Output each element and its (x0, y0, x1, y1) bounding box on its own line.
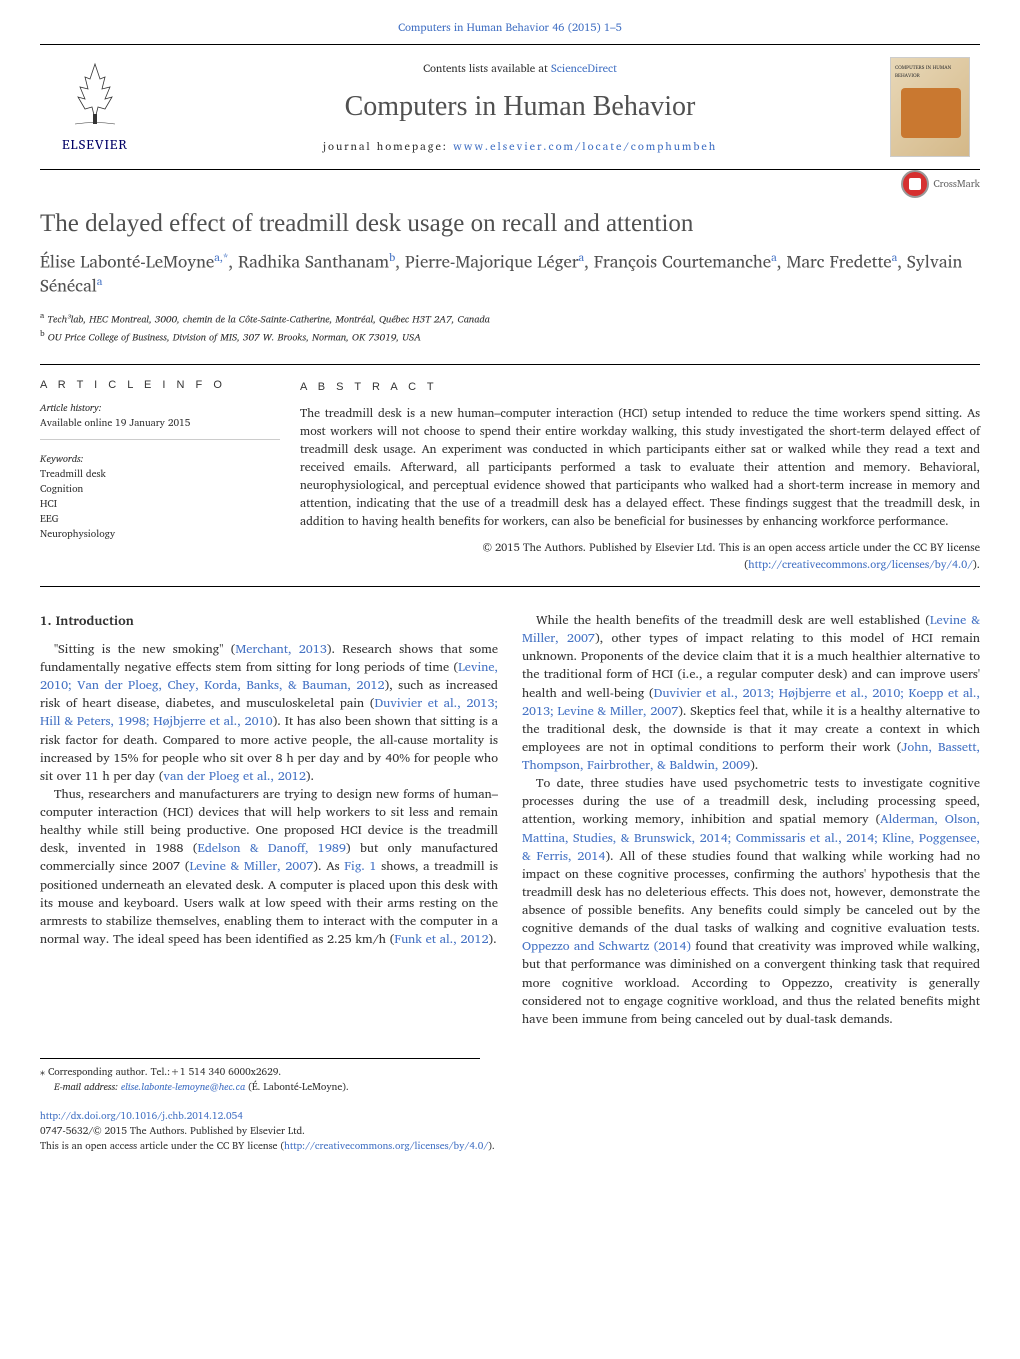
author-5: , Marc Fredette (777, 249, 892, 276)
email-label: E-mail address: (54, 1079, 121, 1095)
copyright: © 2015 The Authors. Published by Elsevie… (300, 539, 980, 572)
history-value: Available online 19 January 2015 (40, 416, 280, 431)
author-2: , Radhika Santhanam (228, 249, 389, 276)
homepage-prefix: journal homepage: (323, 137, 453, 155)
kw-1: Treadmill desk (40, 467, 280, 482)
elsevier-logo: ELSEVIER (40, 59, 150, 155)
author-1: Élise Labonté-LeMoyne (40, 249, 214, 276)
crossmark-label: CrossMark (933, 176, 980, 192)
journal-homepage: journal homepage: www.elsevier.com/locat… (150, 137, 890, 155)
ref-edelson[interactable]: Edelson & Danoff, 1989 (197, 838, 345, 858)
journal-center: Contents lists available at ScienceDirec… (150, 59, 890, 155)
ref-vanderploeg[interactable]: van der Ploeg et al., 2012 (163, 766, 305, 786)
copyright-suffix: ). (973, 555, 980, 573)
column-right: While the health benefits of the treadmi… (522, 611, 980, 1028)
kw-3: HCI (40, 497, 280, 512)
corresp-marker: ⁎ (40, 1064, 48, 1080)
p3a: While the health benefits of the treadmi… (536, 610, 930, 630)
author-3: , Pierre-Majorique Léger (395, 249, 578, 276)
ref-funk[interactable]: Funk et al., 2012 (394, 929, 488, 949)
kw-5: Neurophysiology (40, 527, 280, 542)
aff-b-sup: b (40, 326, 45, 340)
ref-oppezzo[interactable]: Oppezzo and Schwartz (2014) (522, 936, 691, 956)
license-suffix: ). (488, 1138, 495, 1154)
author-4: , François Courtemanche (584, 249, 771, 276)
ref-levine2007[interactable]: Levine & Miller, 2007 (190, 856, 314, 876)
abstract: A B S T R A C T The treadmill desk is a … (300, 379, 980, 573)
elsevier-tree-icon (60, 59, 130, 129)
email-link[interactable]: elise.labonte-lemoyne@hec.ca (121, 1079, 245, 1095)
corresp-text: Corresponding author. Tel.:+1 514 340 60… (48, 1064, 281, 1080)
crossmark-icon (901, 170, 929, 198)
kw-4: EEG (40, 512, 280, 527)
crossmark-badge[interactable]: CrossMark (901, 170, 980, 198)
contents-line: Contents lists available at ScienceDirec… (150, 59, 890, 77)
keywords-block: Keywords: Treadmill desk Cognition HCI E… (40, 452, 280, 550)
cover-label: COMPUTERS IN HUMAN BEHAVIOR (895, 64, 969, 80)
p2c: ). As (313, 856, 344, 876)
email-suffix: (É. Labonté-LeMoyne). (245, 1079, 349, 1095)
author-1-sup: a,* (214, 248, 228, 266)
main-content: 1. Introduction "Sitting is the new smok… (40, 611, 980, 1028)
p1a: "Sitting is the new smoking" ( (54, 639, 235, 659)
journal-title: Computers in Human Behavior (150, 91, 890, 123)
citation-header: Computers in Human Behavior 46 (2015) 1–… (0, 0, 1020, 44)
info-heading: A R T I C L E I N F O (40, 379, 280, 391)
author-6-sup: a (97, 272, 103, 290)
p1e: ). (306, 766, 314, 786)
affiliations: a Tech³lab, HEC Montreal, 3000, chemin d… (40, 309, 980, 346)
journal-header: ELSEVIER Contents lists available at Sci… (40, 44, 980, 170)
authors: Élise Labonté-LeMoynea,*, Radhika Santha… (40, 250, 980, 299)
ref-merchant[interactable]: Merchant, 2013 (235, 639, 327, 659)
sciencedirect-link[interactable]: ScienceDirect (551, 59, 617, 77)
corresponding-footer: ⁎ Corresponding author. Tel.:+1 514 340 … (40, 1058, 480, 1095)
p2e: ). (489, 929, 497, 949)
aff-b: OU Price College of Business, Division o… (48, 330, 421, 346)
abstract-heading: A B S T R A C T (300, 379, 980, 396)
license-link[interactable]: http://creativecommons.org/licenses/by/4… (284, 1138, 488, 1154)
p3d: ). (750, 755, 758, 775)
doi-link[interactable]: http://dx.doi.org/10.1016/j.chb.2014.12.… (40, 1108, 243, 1124)
kw-2: Cognition (40, 482, 280, 497)
article-title: The delayed effect of treadmill desk usa… (40, 210, 980, 238)
ref-fig1[interactable]: Fig. 1 (344, 856, 376, 876)
article-info: A R T I C L E I N F O Article history: A… (40, 379, 300, 573)
copyright-link[interactable]: http://creativecommons.org/licenses/by/4… (748, 555, 973, 573)
homepage-link[interactable]: www.elsevier.com/locate/comphumbeh (453, 137, 717, 155)
license-prefix: This is an open access article under the… (40, 1138, 284, 1154)
column-left: 1. Introduction "Sitting is the new smok… (40, 611, 498, 1028)
aff-a-sup: a (40, 308, 44, 322)
journal-cover: COMPUTERS IN HUMAN BEHAVIOR (890, 57, 970, 157)
contents-prefix: Contents lists available at (423, 59, 551, 77)
history-label: Article history: (40, 401, 280, 416)
doi-footer: http://dx.doi.org/10.1016/j.chb.2014.12.… (40, 1109, 980, 1154)
aff-a: Tech³lab, HEC Montreal, 3000, chemin de … (47, 311, 490, 327)
history-block: Article history: Available online 19 Jan… (40, 401, 280, 440)
citation-link[interactable]: Computers in Human Behavior 46 (2015) 1–… (398, 18, 622, 36)
elsevier-label: ELSEVIER (62, 133, 128, 155)
intro-heading: 1. Introduction (40, 611, 498, 630)
keywords-label: Keywords: (40, 452, 280, 467)
abstract-text: The treadmill desk is a new human–comput… (300, 405, 980, 531)
cover-image (901, 88, 961, 138)
info-abstract-row: A R T I C L E I N F O Article history: A… (40, 364, 980, 588)
issn-line: 0747-5632/© 2015 The Authors. Published … (40, 1124, 980, 1139)
